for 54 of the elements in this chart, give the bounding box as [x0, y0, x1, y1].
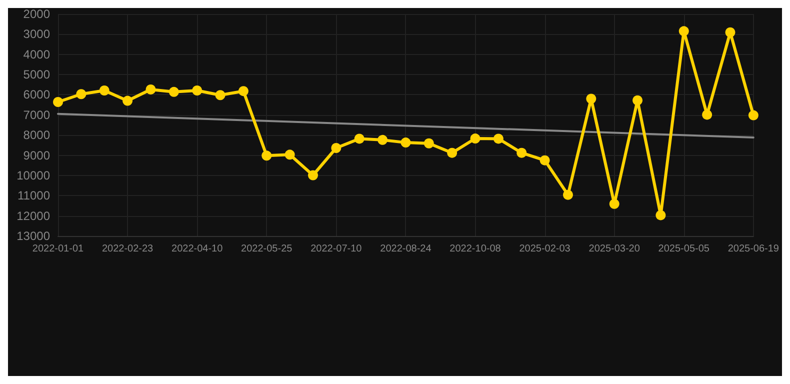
point — [168, 86, 179, 97]
point — [378, 134, 388, 145]
y-tick-label: 13000 — [16, 229, 50, 243]
y-tick-label: 5000 — [23, 68, 50, 82]
point — [238, 86, 248, 96]
point — [725, 27, 736, 38]
point — [400, 138, 411, 148]
y-tick-label: 10000 — [16, 168, 50, 182]
x-tick-label: 2022-02-23 — [102, 244, 154, 254]
x-tick-label: 2022-08-24 — [380, 244, 432, 254]
point — [702, 110, 712, 120]
point — [586, 94, 596, 104]
x-tick-label: 2022-01-01 — [32, 244, 84, 254]
point — [146, 84, 156, 94]
x-tick-label: 2022-04-10 — [172, 244, 224, 254]
point — [354, 134, 364, 144]
point — [192, 85, 202, 96]
y-tick-label: 2000 — [23, 7, 50, 21]
x-tick-label: 2022-10-08 — [450, 244, 502, 254]
y-tick-label: 4000 — [23, 47, 50, 62]
y-tick-label: 11000 — [18, 188, 50, 203]
point — [562, 190, 573, 200]
point — [308, 170, 318, 180]
point — [331, 143, 342, 154]
point — [447, 148, 458, 158]
point — [540, 155, 550, 166]
point — [99, 85, 110, 96]
point — [284, 150, 295, 160]
point — [609, 198, 620, 209]
y-tick-label: 6000 — [23, 88, 50, 102]
y-tick-label: 12000 — [16, 208, 50, 223]
point — [76, 89, 86, 100]
point — [470, 134, 480, 144]
point — [516, 148, 527, 158]
point — [53, 96, 63, 107]
x-tick-label: 2022-05-25 — [241, 244, 293, 254]
x-tick-label: 2025-06-19 — [728, 244, 780, 254]
y-tick-label: 7000 — [23, 108, 50, 122]
x-tick-label: 2025-05-05 — [658, 244, 710, 254]
point — [493, 134, 504, 144]
x-tick-label: 2025-02-03 — [519, 244, 571, 254]
point — [748, 110, 758, 120]
point — [262, 150, 272, 161]
y-tick-label: 9000 — [23, 148, 50, 162]
point — [122, 96, 133, 106]
y-tick-label: 3000 — [23, 27, 50, 42]
point — [632, 95, 643, 106]
x-tick-label: 2025-03-20 — [588, 244, 640, 254]
point — [215, 90, 226, 100]
x-tick-label: 2022-07-10 — [310, 244, 362, 254]
point — [656, 210, 666, 220]
point — [424, 138, 434, 148]
y-tick-label: 8000 — [23, 128, 50, 142]
point — [678, 26, 689, 36]
